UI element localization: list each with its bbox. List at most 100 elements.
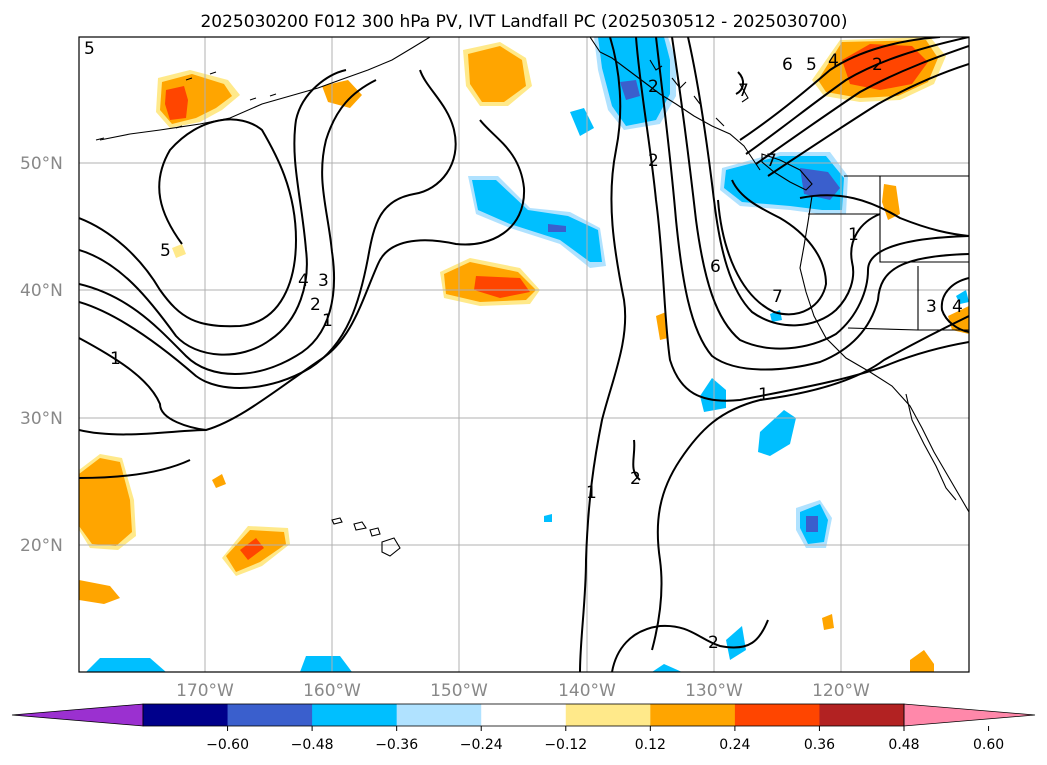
colorbar-tick-label: −0.36 — [375, 737, 418, 753]
lat-label: 30°N — [20, 409, 63, 429]
colorbar-segment — [734, 704, 820, 726]
contour-label: 3 — [318, 271, 329, 291]
contour-ne-5 — [799, 194, 969, 237]
contour-west-1 — [79, 119, 526, 432]
hawaii-islands — [331, 517, 401, 557]
contour-label: 4 — [952, 297, 963, 317]
contour-label: 1 — [586, 483, 597, 503]
pv-patch-gulf-top-core — [468, 46, 526, 102]
latitude-labels: 50°N 40°N 30°N 20°N — [20, 154, 63, 556]
contour-small-ring — [735, 71, 744, 95]
contour-west-big — [79, 118, 298, 328]
colorbar-segment — [396, 704, 482, 726]
lon-label: 120°W — [812, 681, 870, 701]
colorbar-tick-label: 0.48 — [888, 737, 919, 753]
colorbar-tick-label: 0.12 — [635, 737, 666, 753]
lon-label: 140°W — [558, 681, 616, 701]
pv-patch-bottom-mid — [300, 656, 352, 672]
colorbar-tick-label: 0.24 — [719, 737, 750, 753]
graticule — [79, 37, 969, 672]
contour-label: 1 — [110, 349, 121, 369]
colorbar-ticks: −0.60 −0.48 −0.36 −0.24 −0.12 0.12 0.24 0.36 0.4… — [206, 726, 1004, 753]
longitude-labels: 170°W 160°W 150°W 140°W 130°W 120°W — [176, 681, 870, 701]
pv-patch-bottom-mid-2 — [652, 664, 682, 672]
contour-label: 5 — [160, 241, 171, 261]
contour-southwest — [79, 429, 207, 436]
lon-label: 150°W — [430, 681, 488, 701]
lat-label: 20°N — [20, 536, 63, 556]
colorbar-segment — [819, 704, 905, 726]
contour-ne-2 — [745, 37, 969, 155]
contour-label: 4 — [298, 271, 309, 291]
pv-patch-nw-pacific-peak — [165, 86, 188, 120]
contour-label: 5 — [84, 39, 95, 59]
map-panel: 5 5 4 3 2 1 1 2 2 1 2 2 6 7 5 4 2 7 6 7 … — [79, 37, 969, 672]
state-borders — [808, 176, 969, 331]
colorbar-tick-label: 0.60 — [973, 737, 1004, 753]
contour-label: 4 — [828, 51, 839, 71]
colorbar-segment — [481, 704, 567, 726]
pv-patch-small-7 — [544, 514, 552, 522]
pv-patch-bottom-left — [86, 658, 166, 672]
pv-patch-small-2 — [700, 378, 726, 412]
pv-patch-bottom-right — [910, 650, 934, 672]
map-frame — [78, 36, 970, 673]
colorbar-segment — [143, 704, 229, 726]
colorbar-frame — [142, 703, 905, 727]
colorbar-tick-label: −0.48 — [291, 737, 334, 753]
contour-west-2 — [79, 69, 457, 389]
contour-inner-1 — [635, 37, 969, 402]
colorbar-segment — [650, 704, 736, 726]
pv-patch-small-south — [822, 614, 834, 630]
colorbar-tick-label: −0.12 — [544, 737, 587, 753]
contour-west-3 — [79, 79, 377, 375]
contour-label: 2 — [872, 55, 883, 75]
pv-patch-west-lower — [79, 580, 120, 604]
colorbar-tick-label: 0.36 — [804, 737, 835, 753]
contour-bottom-2 — [611, 619, 769, 672]
contour-lower-west — [79, 459, 191, 479]
pv-patch-west-mid-core — [79, 458, 132, 546]
pv-patch-ca-small — [956, 290, 969, 304]
alaska-coast — [99, 37, 431, 141]
lon-label: 160°W — [303, 681, 361, 701]
contour-label: 7 — [766, 151, 777, 171]
colorbar-segment — [227, 704, 313, 726]
contour-label: 2 — [648, 151, 659, 171]
contour-label: 1 — [758, 385, 769, 405]
contour-ne-4 — [767, 63, 969, 177]
contour-center-1 — [579, 37, 627, 672]
contour-ne-1 — [739, 37, 941, 141]
pv-patch-south-hawaii-peak — [240, 538, 264, 560]
pv-patch-ne-top-peak — [842, 44, 928, 90]
colorbar-segment — [565, 704, 651, 726]
contour-label: 2 — [708, 633, 719, 653]
pv-patch-small-1 — [570, 108, 594, 136]
pv-patch-small-5 — [726, 626, 746, 660]
contour-label: 6 — [782, 55, 793, 75]
aleutian-islands — [95, 71, 277, 141]
colorbar — [11, 703, 1036, 727]
colorbar-extend-max — [903, 703, 1036, 727]
contour-inner-4 — [687, 37, 881, 327]
pv-patch-small-west-2 — [172, 244, 186, 258]
contour-label: 7 — [772, 287, 783, 307]
lat-label: 50°N — [20, 154, 63, 174]
contour-label: 6 — [710, 257, 721, 277]
contour-lines — [79, 37, 969, 672]
contour-label-group: 5 5 4 3 2 1 1 2 2 1 2 2 6 7 5 4 2 7 6 7 … — [84, 39, 963, 653]
contour-7-ring — [717, 179, 828, 316]
contour-label: 1 — [848, 225, 859, 245]
colorbar-tick-label: −0.60 — [206, 737, 249, 753]
contour-label: 3 — [926, 297, 937, 317]
colorbar-extend-min — [11, 703, 144, 727]
contour-label: 5 — [806, 55, 817, 75]
lon-label: 130°W — [685, 681, 743, 701]
coastlines — [95, 37, 969, 557]
contour-label: 7 — [738, 81, 749, 101]
contour-ca-ring — [940, 277, 969, 333]
lat-label: 40°N — [20, 281, 63, 301]
pv-patch-mid-band-peak — [548, 224, 566, 232]
contour-label: 2 — [310, 295, 321, 315]
